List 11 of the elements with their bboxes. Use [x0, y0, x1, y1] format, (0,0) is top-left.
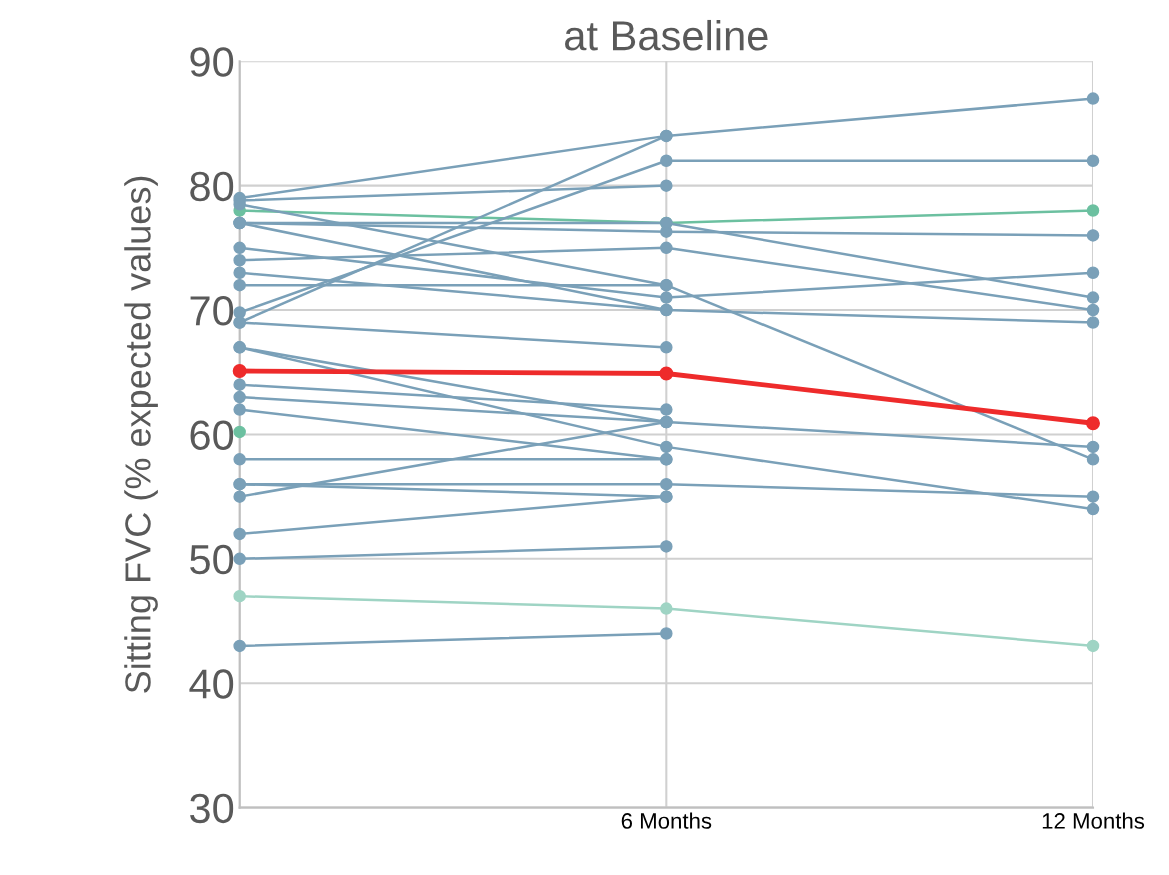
y-axis-title: Sitting FVC (% expected values) [124, 176, 158, 693]
y-tick-label: 70 [190, 296, 234, 326]
chart-title: at Baseline [565, 19, 768, 51]
y-tick-label: 80 [190, 171, 234, 202]
x-tick-label: 6 Months [621, 812, 712, 829]
y-tick-label: 50 [190, 544, 234, 575]
y-tick-label: 40 [189, 669, 234, 699]
y-tick-label: 90 [190, 47, 234, 77]
x-tick-label: 12 Months [1042, 812, 1145, 829]
y-tick-label: 60 [190, 420, 234, 450]
y-tick-label: 30 [190, 793, 234, 824]
